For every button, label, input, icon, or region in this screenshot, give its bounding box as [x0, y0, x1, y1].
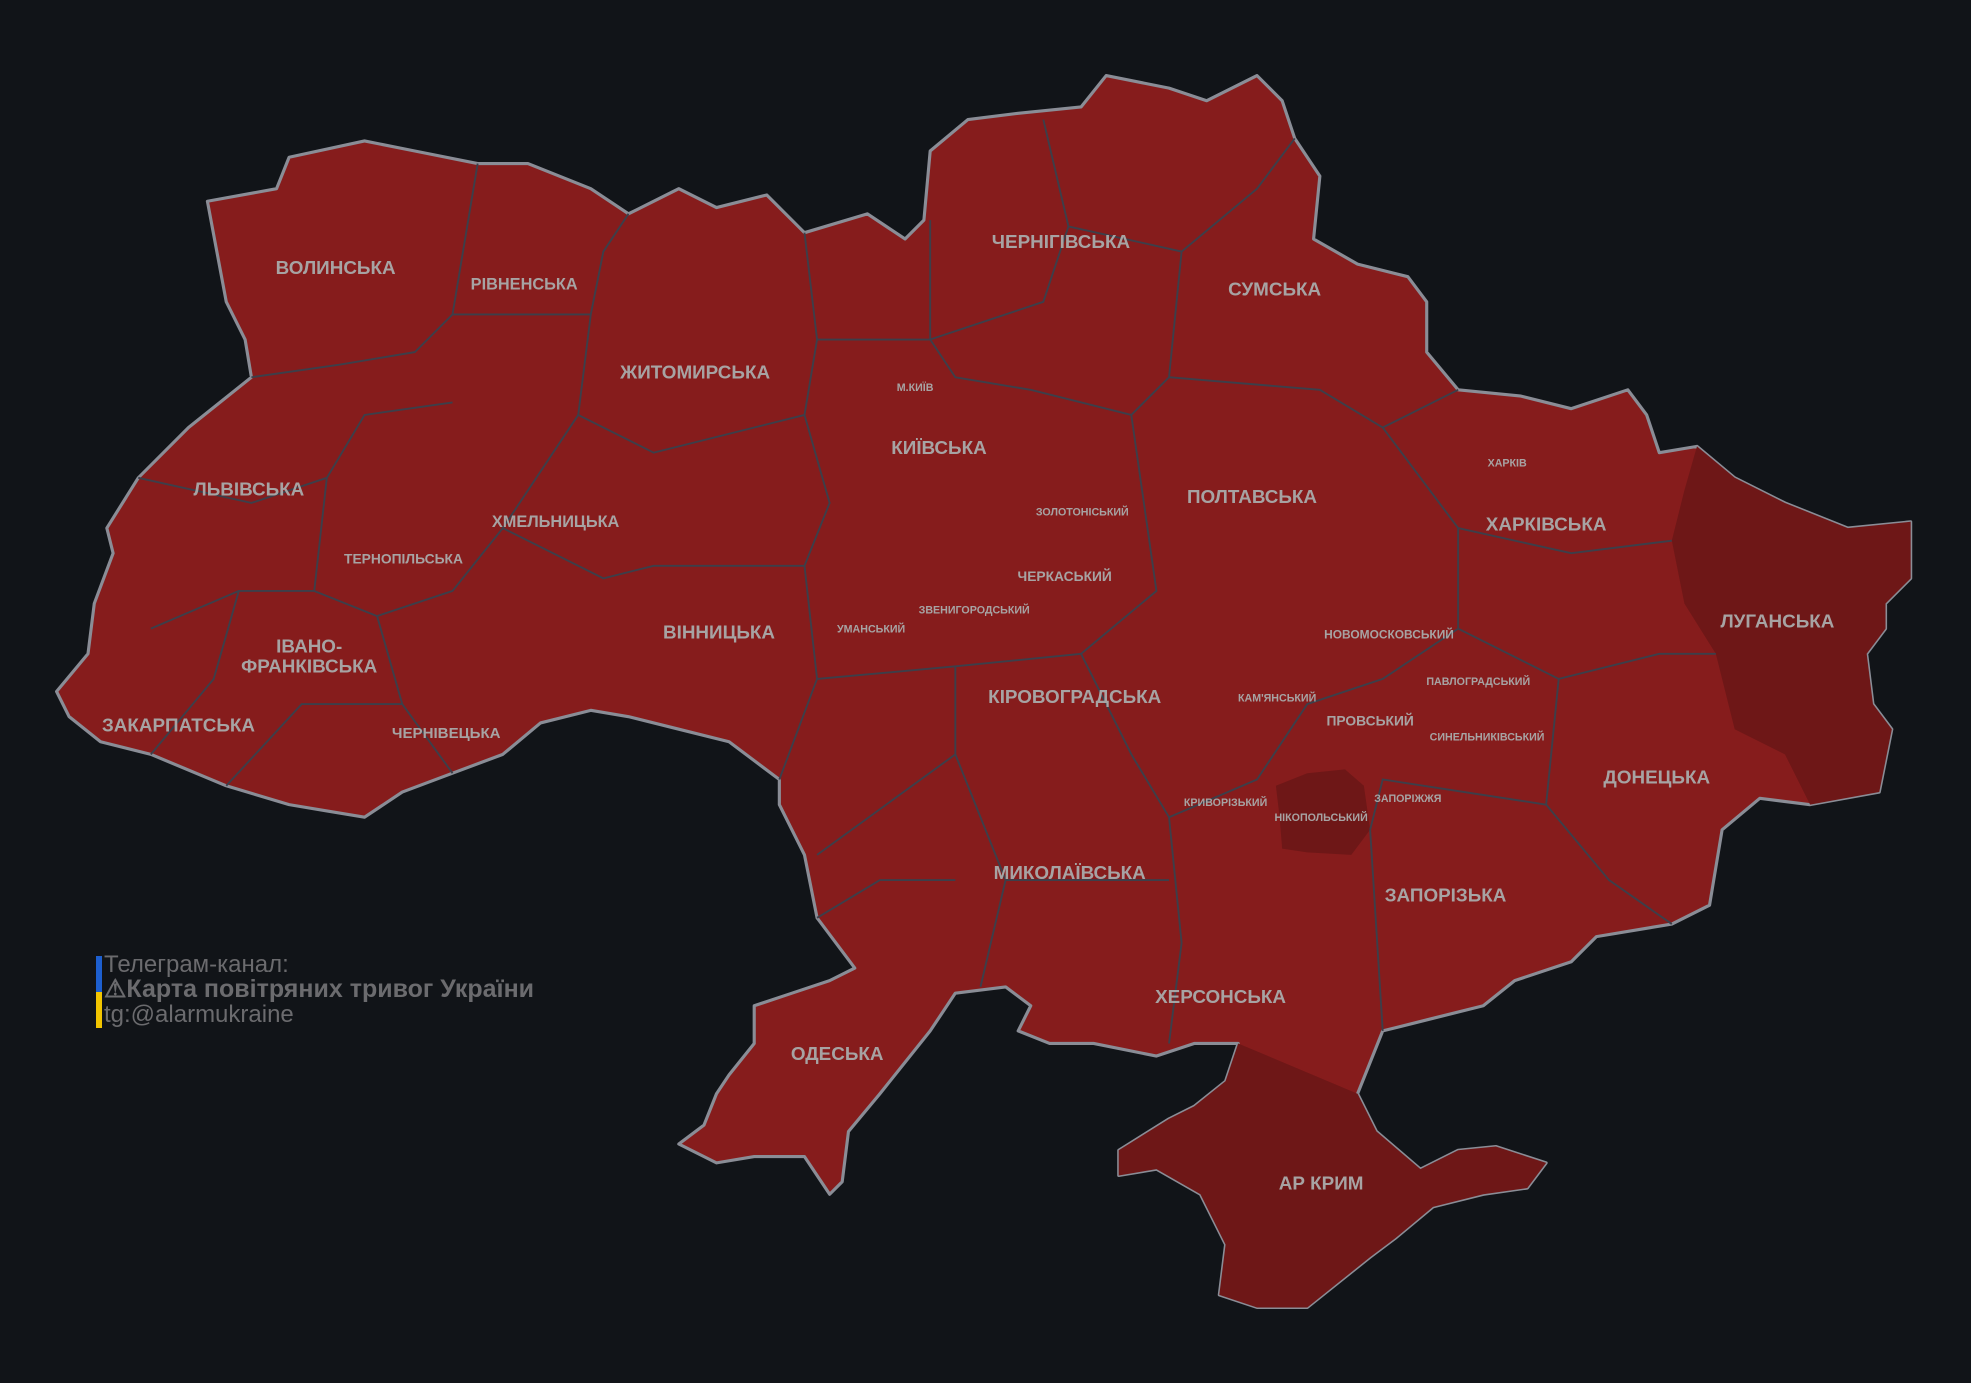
label-synelnykivsky: СИНЕЛЬНИКІВСЬКИЙ	[1430, 731, 1545, 744]
label-kirovohradska: КІРОВОГРАДСЬКА	[988, 686, 1161, 707]
label-chernihivska: ЧЕРНІГІВСЬКА	[992, 231, 1131, 252]
ukraine-territory	[54, 73, 1913, 1310]
credit-channel-name: Карта повітряних тривог України	[126, 975, 535, 1003]
label-zvenyhorodsky: ЗВЕНИГОРОДСЬКИЙ	[919, 604, 1030, 617]
label-poltavska: ПОЛТАВСЬКА	[1187, 486, 1317, 507]
warning-icon: ⚠	[104, 975, 127, 1003]
nikopol-raion	[1275, 769, 1371, 855]
label-rivnenska: РІВНЕНСЬКА	[471, 275, 578, 293]
label-donetska: ДОНЕЦЬКА	[1603, 766, 1710, 787]
label-pavlohradsky: ПАВЛОГРАДСЬКИЙ	[1426, 675, 1530, 688]
label-khersonska: ХЕРСОНСЬКА	[1155, 986, 1286, 1007]
label-ivano: ІВАНО-	[276, 636, 342, 657]
label-dniprovsky: ПРОВСЬКИЙ	[1326, 711, 1413, 728]
label-novomoskovsky: НОВОМОСКОВСЬКИЙ	[1324, 627, 1454, 642]
luhansk-region-occupied	[1671, 446, 1911, 805]
label-kyiv-city: М.КИЇВ	[897, 381, 934, 394]
label-zaporizhzhia-city: ЗАПОРІЖЖЯ	[1374, 793, 1441, 805]
label-zaporizka: ЗАПОРІЗЬКА	[1385, 884, 1507, 905]
label-sumska: СУМСЬКА	[1228, 279, 1321, 300]
label-kharkiv-city: ХАРКІВ	[1488, 457, 1527, 469]
label-zakarpatska: ЗАКАРПАТСЬКА	[102, 715, 255, 736]
label-mykolaivska: МИКОЛАЇВСЬКА	[994, 862, 1147, 883]
label-ternopilska: ТЕРНОПІЛЬСЬКА	[344, 550, 463, 566]
telegram-credit: Телеграм-канал: ⚠Карта повітряних тривог…	[96, 951, 535, 1028]
label-lvivska: ЛЬВІВСЬКА	[194, 478, 305, 499]
credit-handle[interactable]: tg:@alarmukraine	[104, 1001, 294, 1028]
oblast-labels: ВОЛИНСЬКА РІВНЕНСЬКА ЖИТОМИРСЬКА ЧЕРНІГІ…	[102, 231, 1835, 1194]
label-zolotonisky: ЗОЛОТОНІСЬКИЙ	[1036, 506, 1129, 519]
raion-labels: М.КИЇВ ЗОЛОТОНІСЬКИЙ ЧЕРКАСЬКИЙ УМАНСЬКИ…	[837, 381, 1544, 824]
label-kamiansky: КАМ'ЯНСЬКИЙ	[1238, 692, 1316, 705]
credit-line1: Телеграм-канал:	[104, 951, 289, 978]
label-kyivska: КИЇВСЬКА	[891, 437, 987, 458]
label-kharkivska: ХАРКІВСЬКА	[1486, 514, 1607, 535]
label-chernivetska: ЧЕРНІВЕЦЬКА	[392, 725, 501, 742]
label-umansky: УМАНСЬКИЙ	[837, 622, 905, 635]
label-zhytomyrska: ЖИТОМИРСЬКА	[619, 362, 770, 383]
label-cherkasky: ЧЕРКАСЬКИЙ	[1017, 567, 1111, 584]
label-khmelnytska: ХМЕЛЬНИЦЬКА	[492, 513, 620, 531]
label-volynska: ВОЛИНСЬКА	[276, 257, 396, 278]
ukraine-flag-bar	[96, 956, 102, 1028]
internal-borders	[138, 119, 1716, 1044]
label-luhanska: ЛУГАНСЬКА	[1720, 610, 1834, 631]
label-odeska: ОДЕСЬКА	[791, 1043, 884, 1064]
label-frankivska: ФРАНКІВСЬКА	[241, 656, 377, 677]
crimea-region	[1118, 1043, 1547, 1308]
label-nikopolsky: НІКОПОЛЬСЬКИЙ	[1274, 811, 1367, 824]
label-vinnytska: ВІННИЦЬКА	[663, 622, 775, 643]
label-crimea: АР КРИМ	[1279, 1172, 1364, 1193]
label-kryvorizky: КРИВОРІЗЬКИЙ	[1184, 796, 1267, 809]
